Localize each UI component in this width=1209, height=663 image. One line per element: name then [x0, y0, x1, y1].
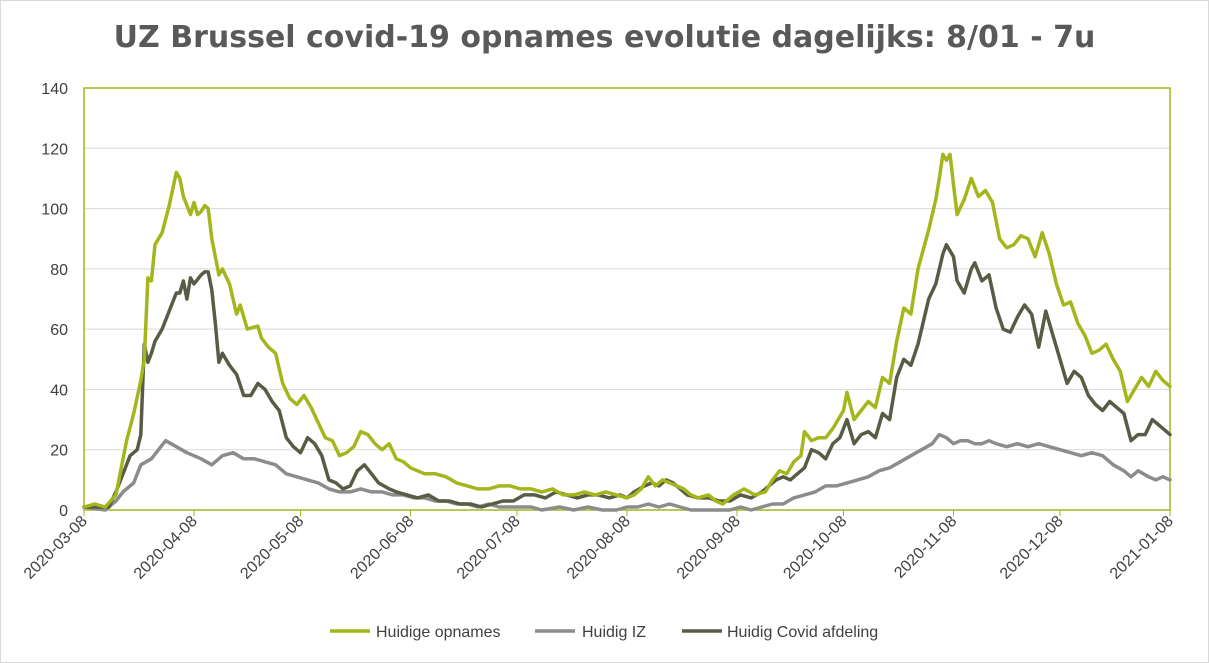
x-tick-label: 2020-03-08 [21, 513, 91, 583]
x-tick-label: 2021-01-08 [1107, 513, 1177, 583]
y-tick-label: 40 [50, 382, 68, 399]
legend-label: Huidig Covid afdeling [727, 624, 878, 641]
chart-title: UZ Brussel covid-19 opnames evolutie dag… [113, 20, 1096, 55]
x-tick-label: 2020-11-08 [891, 513, 960, 582]
x-tick-label: 2020-12-08 [997, 513, 1067, 583]
x-tick-label: 2020-07-08 [454, 513, 524, 583]
x-tick-label: 2020-04-08 [131, 513, 201, 583]
x-tick-label: 2020-08-08 [564, 513, 634, 583]
x-tick-label: 2020-10-08 [780, 513, 850, 583]
y-tick-label: 80 [50, 262, 68, 279]
legend-label: Huidig IZ [582, 624, 646, 641]
series-line-2 [82, 242, 1172, 509]
x-axis-ticks: 2020-03-08 2020-04-08 2020-05-08 2020-06-08… [21, 510, 1177, 583]
y-tick-label: 120 [41, 141, 68, 158]
y-tick-label: 20 [50, 443, 68, 460]
x-tick-label: 2020-05-08 [237, 513, 307, 583]
legend: Huidige opnames Huidig IZ Huidig Covid afd… [330, 624, 878, 641]
legend-label: Huidige opnames [376, 624, 501, 641]
y-tick-label: 140 [41, 81, 68, 98]
x-tick-label: 2020-09-08 [674, 513, 744, 583]
y-tick-label: 100 [41, 202, 68, 219]
series-line-1 [82, 432, 1172, 512]
y-tick-label: 0 [59, 503, 68, 520]
y-axis-ticks: 0 20 40 60 80 100 120 140 [41, 81, 68, 520]
series-lines [82, 152, 1172, 512]
y-tick-label: 60 [50, 322, 68, 339]
series-line-0 [82, 152, 1172, 509]
gridlines [84, 147, 1170, 451]
x-tick-label: 2020-06-08 [347, 513, 417, 583]
